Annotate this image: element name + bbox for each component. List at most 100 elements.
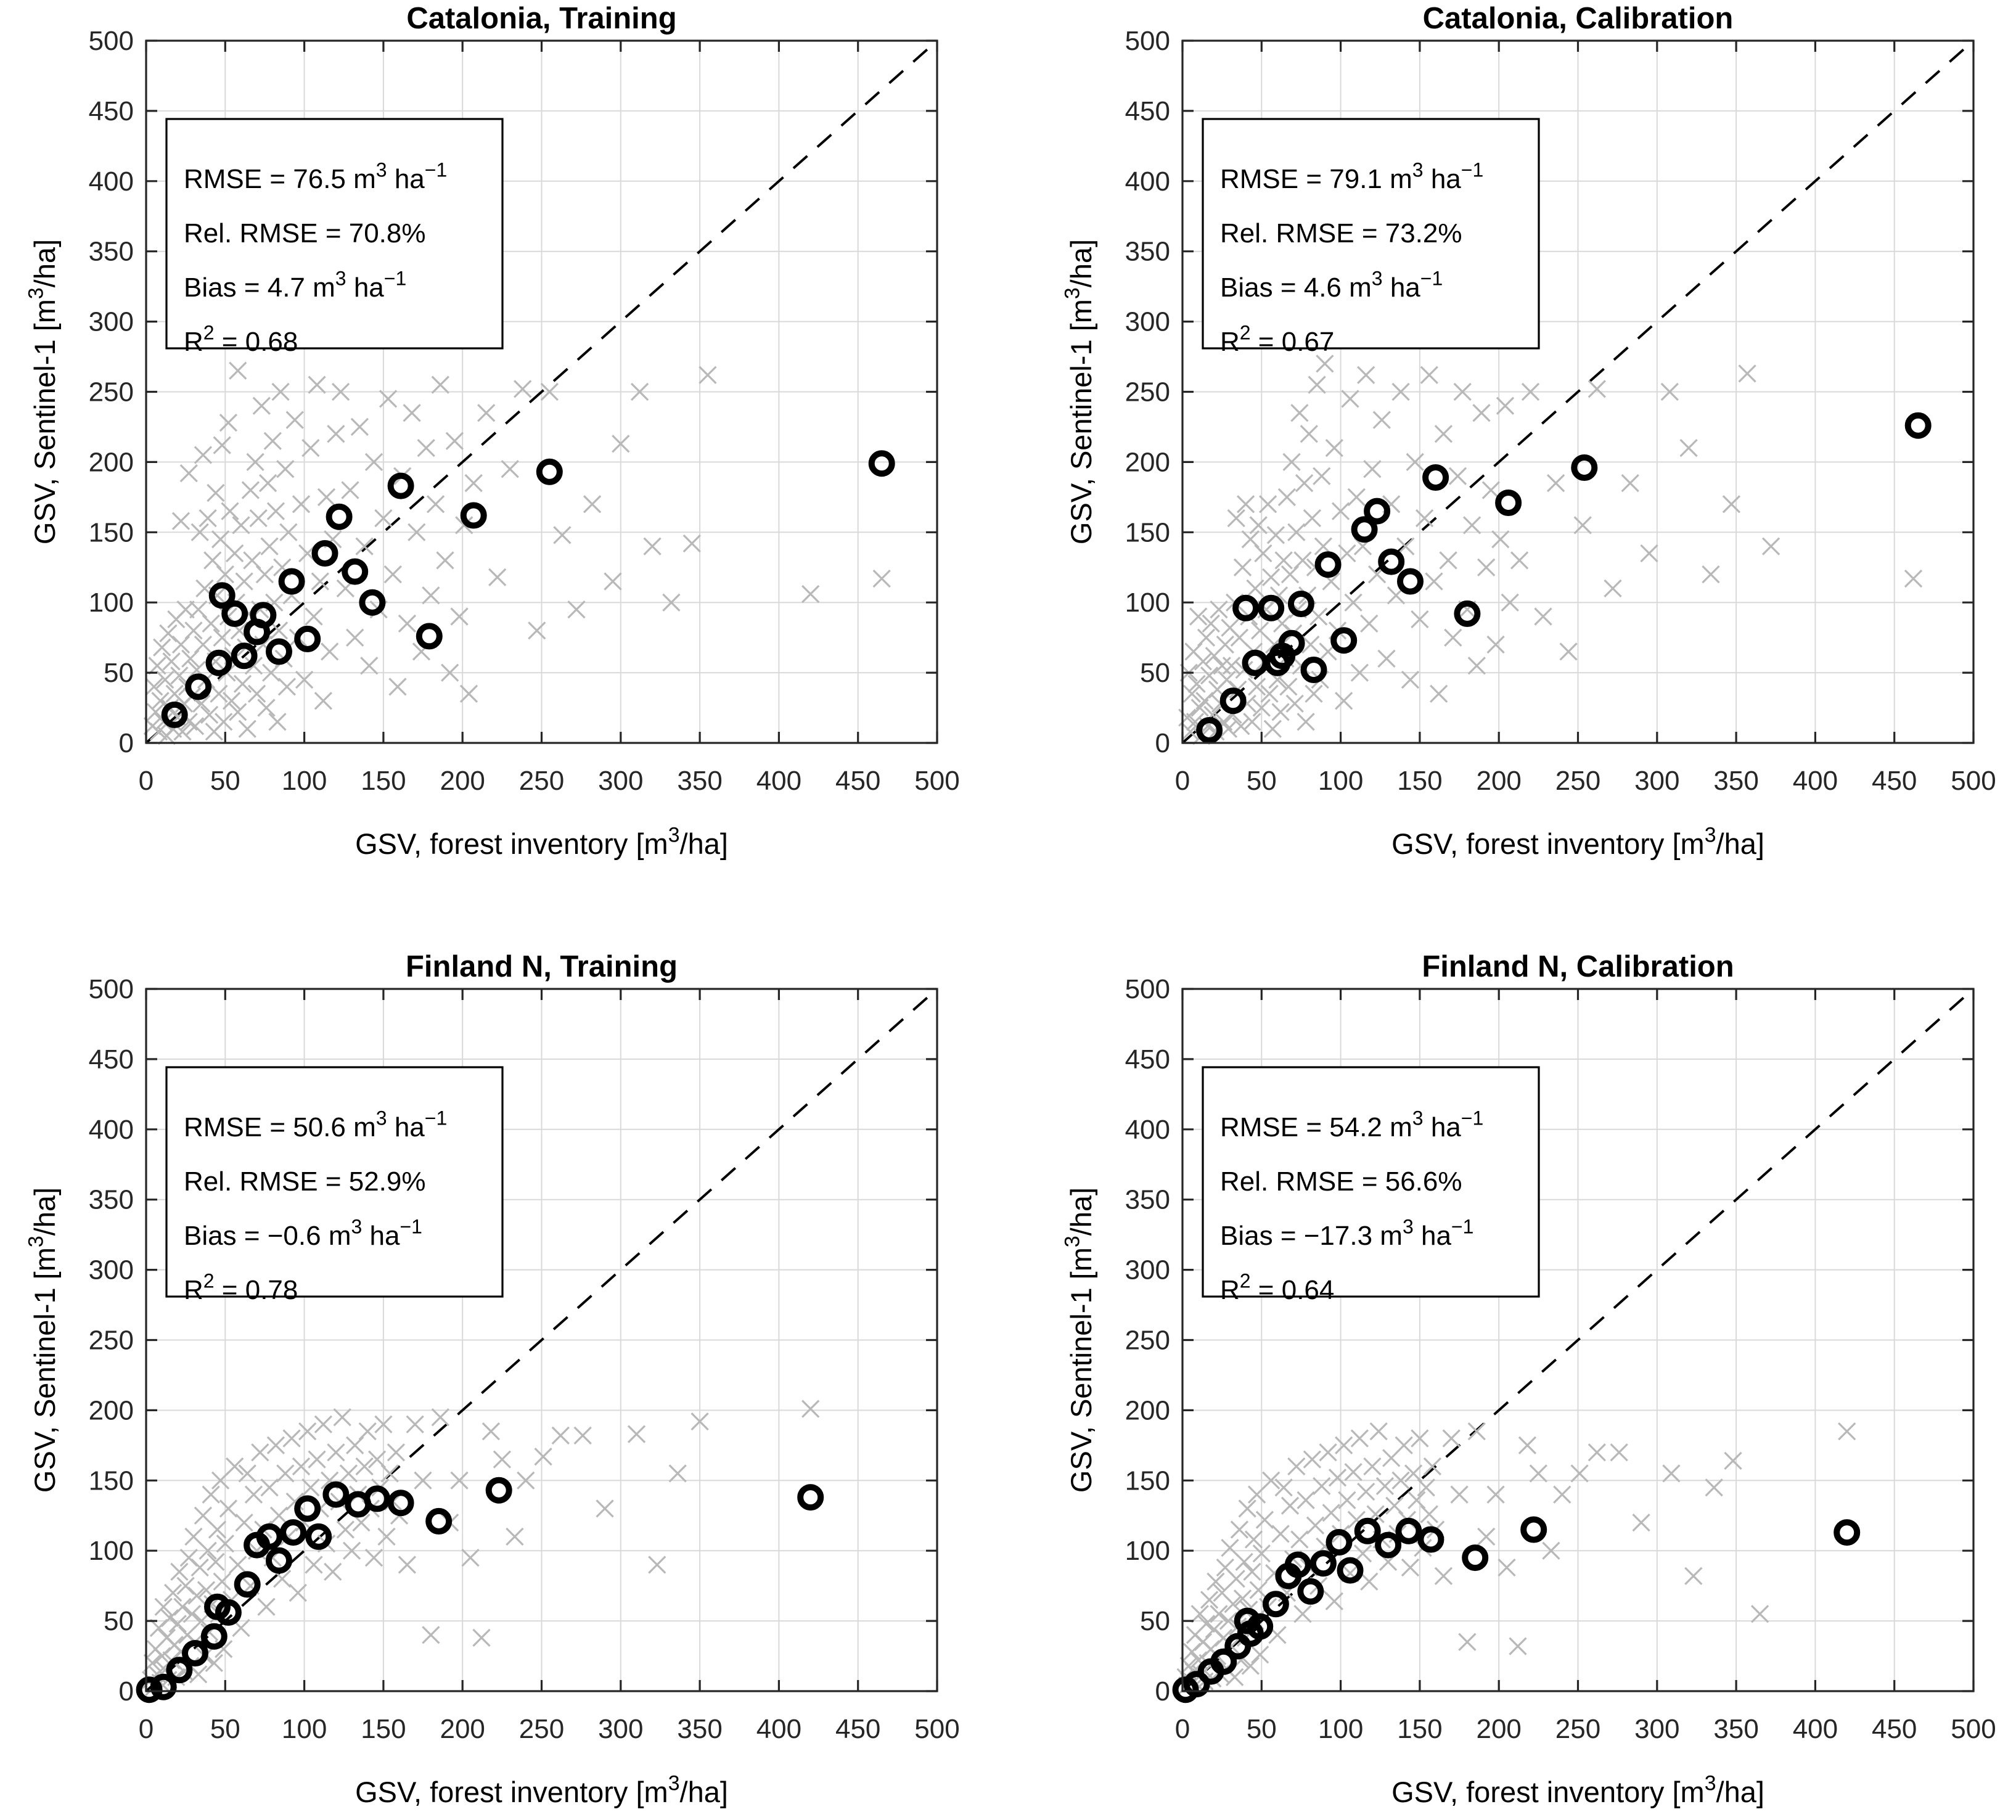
- stat-rmse: RMSE = 79.1 m3​ ha−1​: [1220, 159, 1483, 194]
- svg-text:350: 350: [1713, 766, 1758, 796]
- svg-text:0: 0: [1155, 728, 1170, 758]
- svg-text:300: 300: [89, 307, 134, 337]
- svg-text:0: 0: [1175, 766, 1190, 796]
- svg-text:200: 200: [1476, 1714, 1521, 1744]
- svg-text:50: 50: [1140, 658, 1170, 688]
- svg-text:100: 100: [282, 1714, 327, 1744]
- svg-text:500: 500: [89, 974, 134, 1004]
- svg-text:300: 300: [1634, 766, 1679, 796]
- y-axis-label: GSV, Sentinel-1 [m3​/ha]: [1060, 1187, 1097, 1493]
- svg-text:250: 250: [1555, 1714, 1600, 1744]
- svg-text:50: 50: [1247, 766, 1277, 796]
- svg-text:0: 0: [139, 1714, 154, 1744]
- svg-text:250: 250: [1555, 766, 1600, 796]
- svg-text:450: 450: [835, 1714, 880, 1744]
- svg-text:500: 500: [914, 1714, 959, 1744]
- svg-text:500: 500: [1125, 26, 1170, 56]
- svg-text:250: 250: [519, 766, 564, 796]
- svg-text:400: 400: [89, 166, 134, 197]
- identity-line: [1181, 39, 1975, 744]
- svg-text:200: 200: [1125, 447, 1170, 477]
- svg-text:50: 50: [210, 1714, 240, 1744]
- svg-text:200: 200: [89, 1395, 134, 1425]
- svg-text:450: 450: [89, 1044, 134, 1075]
- stat-bias: Bias = −17.3 m3​ ha−1​: [1220, 1216, 1473, 1251]
- svg-text:350: 350: [1125, 1185, 1170, 1215]
- svg-text:100: 100: [282, 766, 327, 796]
- svg-text:150: 150: [1125, 1465, 1170, 1496]
- y-axis-label: GSV, Sentinel-1 [m3​/ha]: [1060, 239, 1097, 544]
- svg-text:100: 100: [1318, 766, 1363, 796]
- stat-r2: R2​ = 0.64: [1220, 1270, 1334, 1305]
- stat-r2: R2​ = 0.67: [1220, 322, 1334, 357]
- svg-text:100: 100: [1125, 1536, 1170, 1566]
- svg-text:300: 300: [1125, 307, 1170, 337]
- svg-text:150: 150: [89, 1465, 134, 1496]
- panel-1: 0 50 100 150 200 250 300 350 400 450 500 0 50 100 150 2…: [24, 2, 959, 860]
- stat-bias: Bias = 4.6 m3​ ha−1​: [1220, 268, 1443, 303]
- svg-text:450: 450: [835, 766, 880, 796]
- panel-2: 0 50 100 150 200 250 300 350 400 450 500 0 50 100 150 2…: [1060, 2, 1996, 860]
- svg-text:400: 400: [1793, 1714, 1838, 1744]
- svg-text:500: 500: [89, 26, 134, 56]
- svg-text:450: 450: [1125, 96, 1170, 126]
- svg-text:150: 150: [1125, 517, 1170, 547]
- stats-box: RMSE = 50.6 m3​ ha−1​ Rel. RMSE = 52.9% Bi…: [165, 1066, 504, 1305]
- svg-text:450: 450: [89, 96, 134, 126]
- svg-text:50: 50: [1247, 1714, 1277, 1744]
- svg-text:350: 350: [677, 766, 722, 796]
- svg-text:400: 400: [756, 1714, 801, 1744]
- stat-rmse: RMSE = 76.5 m3​ ha−1​: [184, 159, 447, 194]
- svg-text:100: 100: [89, 588, 134, 618]
- stat-bias: Bias = 4.7 m3​ ha−1​: [184, 268, 406, 303]
- svg-text:350: 350: [89, 1185, 134, 1215]
- stat-rel-rmse: Rel. RMSE = 70.8%: [184, 218, 426, 248]
- binned-mean-circles: [136, 1477, 824, 1703]
- stats-box: RMSE = 76.5 m3​ ha−1​ Rel. RMSE = 70.8% Bi…: [165, 118, 504, 357]
- svg-text:500: 500: [1125, 974, 1170, 1004]
- svg-text:400: 400: [1793, 766, 1838, 796]
- svg-text:350: 350: [677, 1714, 722, 1744]
- tick-labels: 0 50 100 150 200 250 300 350 400 450 500 0 50 100 150 2…: [89, 974, 960, 1744]
- x-axis-label: GSV, forest inventory [m3​/ha]: [1391, 1771, 1764, 1808]
- stat-rel-rmse: Rel. RMSE = 56.6%: [1220, 1166, 1462, 1197]
- svg-text:350: 350: [89, 237, 134, 267]
- axis-box: [1181, 39, 1975, 744]
- svg-text:300: 300: [1125, 1255, 1170, 1285]
- svg-text:150: 150: [1397, 766, 1442, 796]
- axis-box: [145, 39, 938, 744]
- tick-labels: 0 50 100 150 200 250 300 350 400 450 500 0 50 100 150 2…: [1125, 26, 1996, 796]
- svg-text:50: 50: [1140, 1606, 1170, 1636]
- svg-text:0: 0: [119, 728, 134, 758]
- svg-text:150: 150: [89, 517, 134, 547]
- identity-line: [145, 39, 938, 744]
- svg-text:300: 300: [89, 1255, 134, 1285]
- panel-3: 0 50 100 150 200 250 300 350 400 450 500 0 50 100 150 2…: [24, 950, 959, 1808]
- panel-title: Finland N, Training: [406, 950, 678, 983]
- binned-mean-circles: [1196, 412, 1932, 744]
- stat-r2: R2​ = 0.78: [184, 1270, 298, 1305]
- svg-text:50: 50: [210, 766, 240, 796]
- panel-title: Finland N, Calibration: [1422, 950, 1734, 983]
- svg-text:400: 400: [89, 1115, 134, 1145]
- svg-text:250: 250: [89, 377, 134, 408]
- svg-text:500: 500: [1951, 766, 1996, 796]
- x-axis-label: GSV, forest inventory [m3​/ha]: [355, 823, 728, 860]
- svg-text:450: 450: [1872, 1714, 1917, 1744]
- stat-rel-rmse: Rel. RMSE = 73.2%: [1220, 218, 1462, 248]
- svg-text:400: 400: [756, 766, 801, 796]
- svg-text:250: 250: [1125, 377, 1170, 408]
- svg-text:200: 200: [89, 447, 134, 477]
- svg-text:0: 0: [139, 766, 154, 796]
- binned-mean-circles: [161, 450, 895, 728]
- svg-text:100: 100: [1318, 1714, 1363, 1744]
- svg-text:150: 150: [1397, 1714, 1442, 1744]
- svg-text:400: 400: [1125, 1115, 1170, 1145]
- stat-bias: Bias = −0.6 m3​ ha−1​: [184, 1216, 422, 1251]
- stat-r2: R2​ = 0.68: [184, 322, 298, 357]
- svg-text:200: 200: [440, 766, 485, 796]
- panel-title: Catalonia, Training: [406, 2, 676, 35]
- svg-text:300: 300: [598, 766, 643, 796]
- svg-text:250: 250: [1125, 1326, 1170, 1356]
